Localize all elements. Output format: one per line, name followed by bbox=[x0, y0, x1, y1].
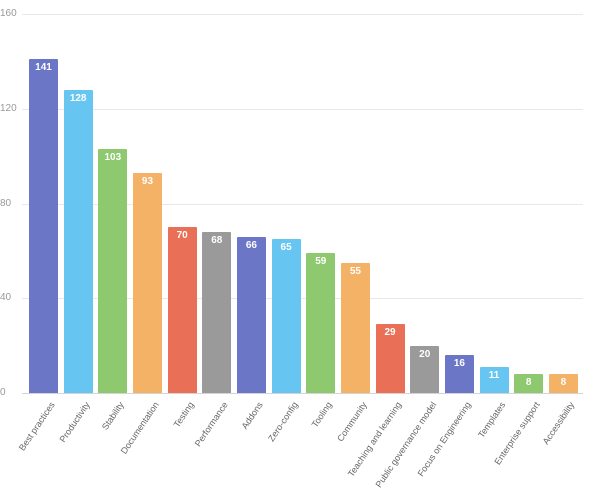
x-axis-category-label: Testing bbox=[171, 400, 196, 430]
bar-value-label: 141 bbox=[35, 62, 52, 74]
bar-value-label: 128 bbox=[69, 92, 87, 104]
bars-plot-area: 141 128 103 93 70 68 66 65 59 55 29 20 16 11 8 8 bbox=[29, 14, 578, 393]
bar-value-label: 70 bbox=[176, 230, 188, 242]
x-axis-category-label: Accessibility bbox=[541, 400, 577, 447]
bar-value-label: 103 bbox=[104, 152, 122, 164]
bar: 65 bbox=[271, 239, 301, 393]
y-axis-tick-label: 120 bbox=[0, 102, 17, 114]
bar: 29 bbox=[375, 324, 405, 393]
x-axis-category-label: Zero-config bbox=[265, 400, 300, 444]
x-axis-baseline bbox=[22, 393, 583, 394]
bar-value-label: 55 bbox=[349, 265, 361, 277]
x-axis-category-label: Tooling bbox=[309, 400, 335, 430]
y-axis-tick-label: 80 bbox=[0, 197, 12, 209]
bar: 70 bbox=[167, 227, 197, 393]
bar-value-label: 20 bbox=[419, 348, 431, 360]
bar: 55 bbox=[340, 262, 370, 393]
x-axis-category-label: Performance bbox=[193, 400, 231, 449]
bar: 93 bbox=[132, 172, 162, 393]
bar: 8 bbox=[548, 374, 578, 393]
bar-value-label: 68 bbox=[211, 234, 223, 246]
bar-value-label: 11 bbox=[488, 369, 500, 381]
bar: 141 bbox=[29, 59, 58, 393]
bar: 8 bbox=[514, 374, 544, 393]
bar: 11 bbox=[479, 366, 509, 393]
bar: 20 bbox=[410, 345, 440, 393]
bar-value-label: 8 bbox=[560, 377, 567, 389]
x-axis-category-label: Best practices bbox=[16, 400, 57, 453]
gridline bbox=[22, 203, 583, 205]
x-axis-category-label: Community bbox=[335, 400, 369, 444]
bar-value-label: 59 bbox=[315, 256, 327, 268]
x-axis-category-label: Templates bbox=[476, 400, 508, 440]
bar: 66 bbox=[236, 236, 266, 393]
y-axis-tick-label: 160 bbox=[0, 8, 17, 19]
gridline bbox=[22, 298, 583, 300]
bar: 103 bbox=[98, 149, 128, 393]
bar-value-label: 8 bbox=[525, 377, 532, 389]
x-axis-category-label: Productivity bbox=[57, 400, 92, 445]
bar-value-label: 66 bbox=[245, 239, 257, 251]
bar: 128 bbox=[63, 89, 93, 393]
bar: 59 bbox=[306, 253, 336, 393]
bar-value-label: 16 bbox=[453, 358, 465, 370]
y-axis-tick-label: 40 bbox=[0, 292, 12, 304]
y-axis-tick-label: 0 bbox=[0, 387, 6, 398]
gridline bbox=[22, 108, 583, 110]
gridline bbox=[22, 14, 583, 15]
x-axis-category-label: Documentation bbox=[118, 400, 161, 456]
bar: 16 bbox=[444, 355, 474, 393]
bar-value-label: 65 bbox=[280, 242, 292, 254]
x-axis-category-label: Stability bbox=[100, 400, 127, 432]
bar-value-label: 29 bbox=[384, 327, 396, 339]
bar: 68 bbox=[202, 231, 232, 393]
x-axis-category-label: Addons bbox=[239, 400, 265, 431]
x-axis-category-label: Public governance model bbox=[373, 400, 439, 490]
bar-value-label: 93 bbox=[141, 175, 154, 187]
